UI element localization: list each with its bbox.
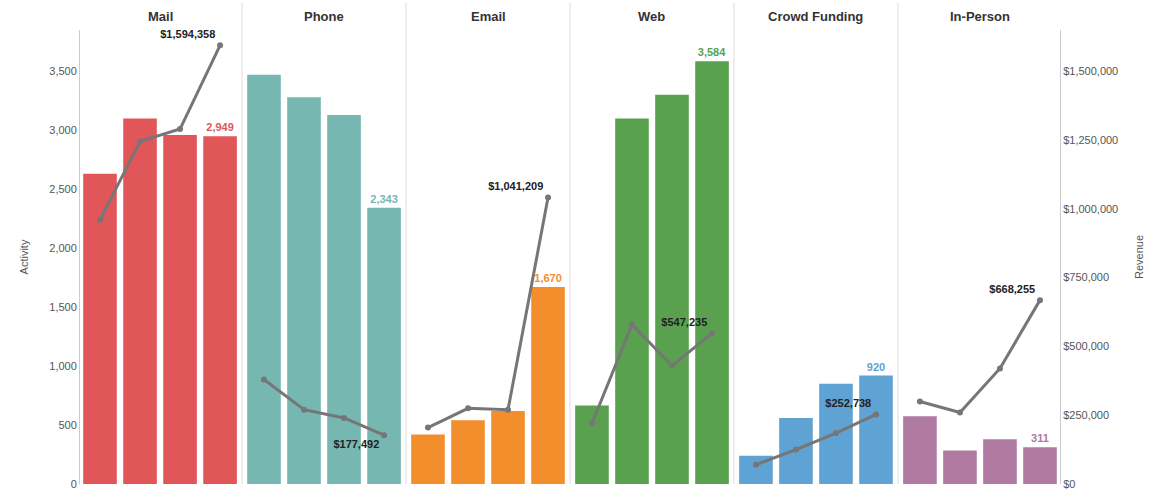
svg-text:Mail: Mail [148, 9, 173, 24]
svg-text:2,343: 2,343 [370, 193, 398, 205]
svg-text:$1,041,209: $1,041,209 [488, 180, 543, 192]
svg-text:Revenue: Revenue [1133, 235, 1145, 279]
svg-text:Crowd Funding: Crowd Funding [768, 9, 863, 24]
svg-text:In-Person: In-Person [950, 9, 1010, 24]
svg-text:Phone: Phone [304, 9, 344, 24]
svg-text:500: 500 [58, 419, 76, 431]
svg-text:Web: Web [638, 9, 665, 24]
svg-text:$668,255: $668,255 [989, 283, 1035, 295]
svg-text:Email: Email [471, 9, 506, 24]
svg-text:2,949: 2,949 [206, 121, 234, 133]
svg-text:$1,594,358: $1,594,358 [160, 28, 215, 40]
svg-text:$177,492: $177,492 [333, 438, 379, 450]
svg-text:$0: $0 [1063, 478, 1075, 490]
svg-text:$1,250,000: $1,250,000 [1063, 134, 1118, 146]
svg-text:$750,000: $750,000 [1063, 271, 1109, 283]
svg-text:$252,738: $252,738 [825, 397, 871, 409]
svg-text:Activity: Activity [18, 239, 30, 274]
svg-text:3,000: 3,000 [49, 124, 77, 136]
svg-text:3,500: 3,500 [49, 65, 77, 77]
svg-text:1,000: 1,000 [49, 360, 77, 372]
svg-text:$250,000: $250,000 [1063, 409, 1109, 421]
svg-text:$1,500,000: $1,500,000 [1063, 65, 1118, 77]
svg-text:920: 920 [867, 361, 885, 373]
svg-text:3,584: 3,584 [698, 46, 726, 58]
svg-text:$547,235: $547,235 [661, 316, 707, 328]
svg-text:1,670: 1,670 [534, 272, 562, 284]
svg-text:311: 311 [1031, 432, 1049, 444]
svg-text:2,500: 2,500 [49, 183, 77, 195]
svg-text:2,000: 2,000 [49, 242, 77, 254]
svg-text:0: 0 [71, 478, 77, 490]
svg-text:$1,000,000: $1,000,000 [1063, 203, 1118, 215]
svg-text:1,500: 1,500 [49, 301, 77, 313]
svg-text:$500,000: $500,000 [1063, 340, 1109, 352]
